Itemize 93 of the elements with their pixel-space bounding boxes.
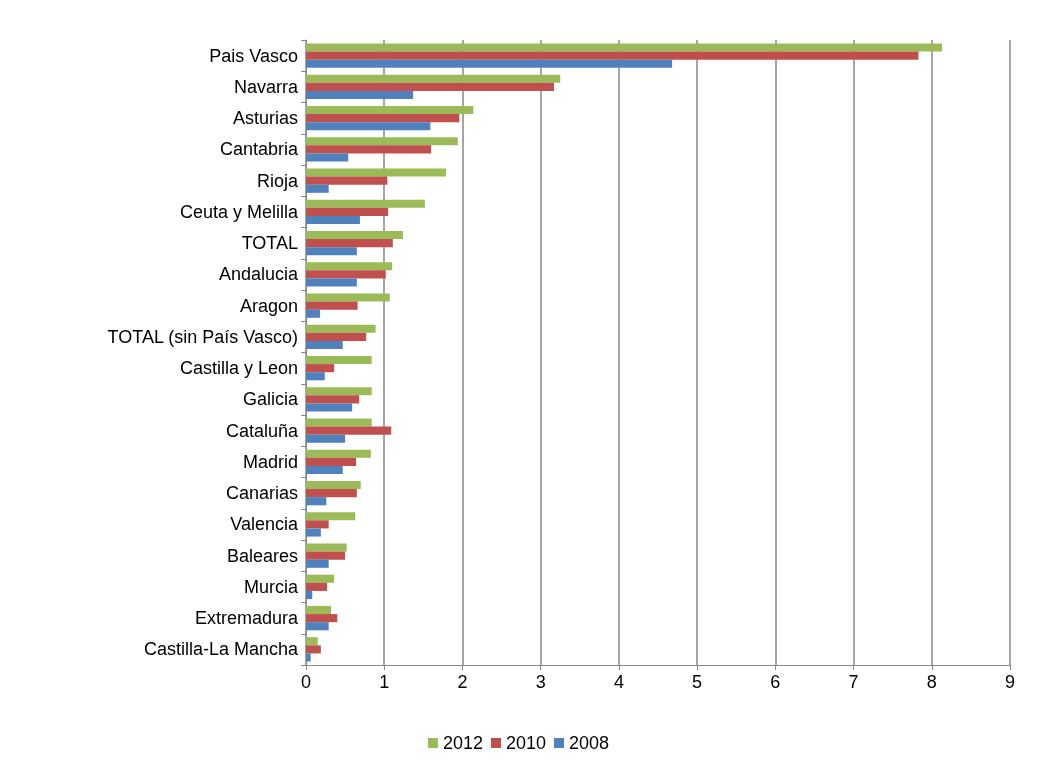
y-tick-label: Extremadura: [194, 608, 299, 629]
y-tick-label: Murcia: [243, 576, 299, 597]
bar: [306, 199, 425, 208]
y-tick-label: Ceuta y Melilla: [179, 201, 299, 222]
bar: [306, 105, 474, 115]
bar: [306, 270, 386, 279]
y-tick-label: Andalucia: [218, 264, 299, 285]
bar: [306, 324, 376, 333]
bar: [306, 51, 919, 60]
legend-label: 2012: [442, 733, 483, 753]
bar: [306, 465, 343, 475]
bar: [306, 332, 367, 341]
bar: [306, 528, 321, 537]
bar: [306, 551, 346, 560]
x-tick-label: 8: [926, 672, 937, 692]
bar: [306, 301, 358, 310]
y-tick-label: Valencia: [230, 514, 299, 535]
bar: [306, 653, 311, 662]
bar: [306, 145, 432, 154]
x-tick-label: 1: [379, 672, 390, 692]
bar: [306, 622, 329, 631]
bar: [306, 434, 346, 443]
bar: [306, 293, 390, 302]
bar: [306, 614, 338, 623]
bar: [306, 418, 372, 427]
x-tick-label: 4: [613, 672, 624, 692]
bar: [306, 582, 328, 591]
bar: [306, 637, 318, 646]
bar: [306, 512, 356, 521]
bar: [306, 90, 414, 100]
bar: [306, 403, 353, 412]
bar: [306, 43, 942, 52]
bar: [306, 82, 554, 91]
y-tick-label: Aragon: [239, 295, 298, 316]
bar: [306, 278, 357, 287]
bar: [306, 387, 372, 396]
y-tick-label: Navarra: [233, 76, 299, 97]
y-tick-label: TOTAL: [241, 233, 298, 254]
y-tick-label: Galicia: [242, 389, 299, 410]
bar: [306, 247, 357, 256]
bar: [306, 114, 460, 123]
bar: [306, 239, 393, 248]
bar: [306, 372, 325, 381]
bar: [306, 309, 321, 318]
bar: [306, 590, 313, 600]
y-tick-label: Rioja: [256, 170, 299, 191]
x-tick-label: 5: [692, 672, 703, 692]
bar: [306, 153, 349, 162]
bar: [306, 230, 403, 240]
bar: [306, 355, 372, 365]
bar: [306, 543, 347, 552]
bar: [306, 137, 458, 146]
x-tick-label: 9: [1004, 672, 1016, 692]
bar: [306, 122, 431, 131]
x-tick-label: 3: [535, 672, 546, 692]
bar: [306, 497, 327, 506]
bar: [306, 184, 329, 193]
bar: [306, 262, 393, 271]
bar: [306, 176, 388, 185]
bar: [306, 457, 357, 466]
x-tick-label: 2: [457, 672, 468, 692]
y-tick-label: Pais Vasco: [209, 45, 298, 66]
y-tick-label: Asturias: [232, 108, 298, 129]
x-tick-label: 0: [300, 672, 312, 692]
bar: [306, 449, 371, 458]
bar: [306, 364, 335, 373]
y-tick-label: Castilla y Leon: [179, 358, 298, 379]
y-tick-label: Cataluña: [225, 420, 299, 441]
legend-label: 2008: [569, 733, 610, 753]
y-tick-label: TOTAL (sin País Vasco): [107, 326, 298, 347]
bar: [306, 559, 329, 568]
x-tick-label: 6: [770, 672, 781, 692]
y-tick-label: Madrid: [242, 451, 298, 472]
bar: [306, 215, 360, 225]
y-tick-label: Castilla-La Mancha: [143, 639, 299, 660]
bar: [306, 489, 357, 498]
y-tick-label: Cantabria: [219, 139, 299, 160]
legend-label: 2010: [505, 733, 547, 753]
y-tick-label: Canarias: [225, 483, 298, 504]
bar: [306, 520, 329, 529]
bar: [306, 340, 343, 350]
bar: [306, 574, 335, 583]
bar: [306, 395, 360, 404]
bar: [306, 426, 392, 435]
bar: [306, 207, 389, 216]
bar: [306, 645, 321, 654]
bar: [306, 168, 447, 177]
bar: [306, 480, 361, 490]
y-tick-label: Baleares: [226, 545, 298, 566]
bar: [306, 74, 561, 83]
x-tick-label: 7: [848, 672, 859, 692]
bar: [306, 605, 332, 615]
bar: [306, 59, 673, 68]
